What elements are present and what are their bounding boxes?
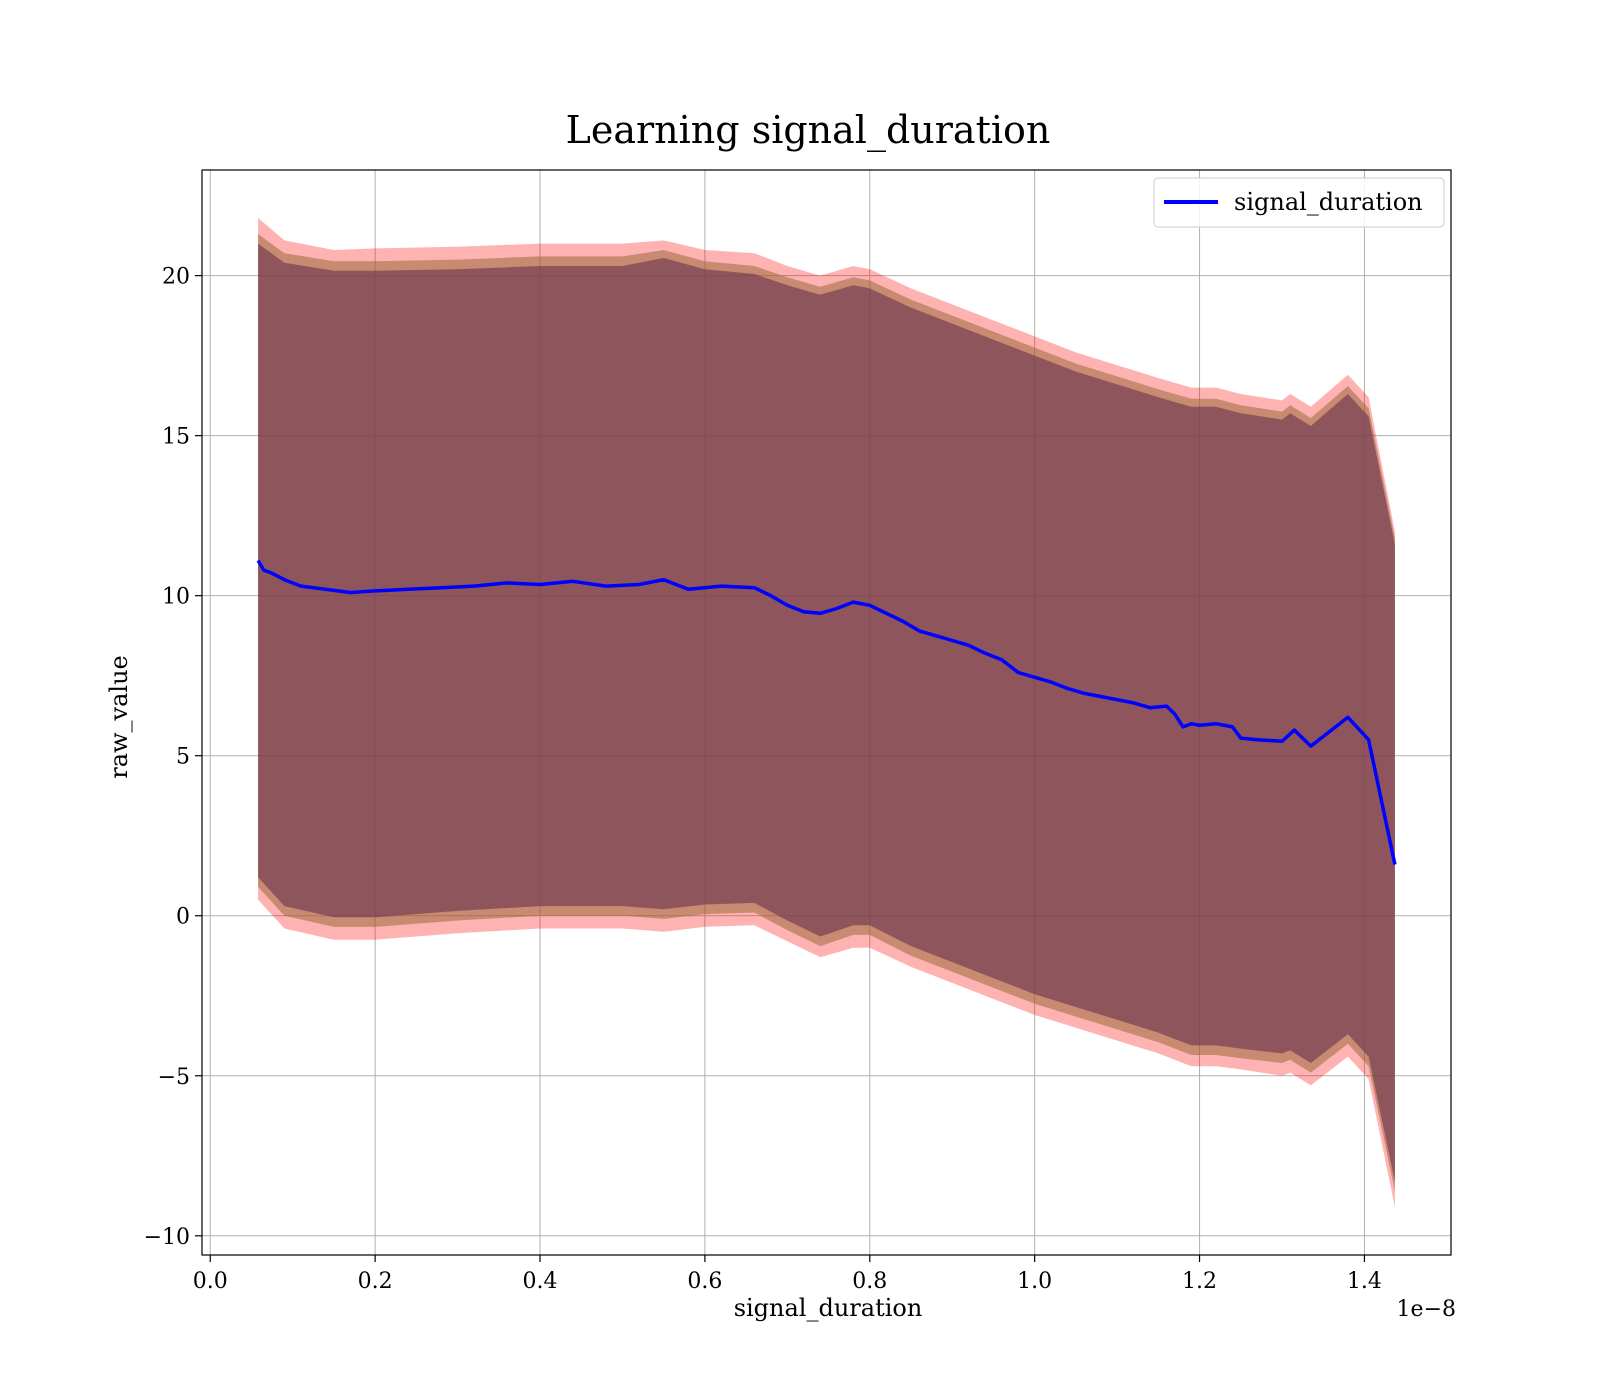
- x-tick-label: 0.4: [523, 1269, 558, 1294]
- x-axis-label: signal_duration: [734, 1294, 923, 1322]
- x-tick-label: 0.0: [193, 1269, 228, 1294]
- y-tick-label: 15: [162, 425, 190, 450]
- y-tick-label: 20: [162, 265, 190, 290]
- y-axis-label: raw_value: [105, 655, 133, 779]
- x-tick-label: 0.2: [358, 1269, 393, 1294]
- x-axis-ticks: 0.0 0.2 0.4 0.6 0.8 1.0 1.2 1.4: [193, 1255, 1382, 1294]
- y-tick-label: 0: [176, 905, 190, 930]
- confidence-band-3: [258, 243, 1395, 1182]
- confidence-bands: [258, 218, 1395, 1207]
- x-tick-label: 0.8: [852, 1269, 887, 1294]
- legend: signal_duration: [1153, 177, 1445, 228]
- x-axis-offset-label: 1e−8: [1397, 1297, 1456, 1322]
- y-tick-label: 10: [162, 585, 190, 610]
- x-tick-label: 1.2: [1182, 1269, 1217, 1294]
- y-tick-label: −5: [158, 1065, 190, 1090]
- x-tick-label: 0.6: [687, 1269, 722, 1294]
- y-tick-label: −10: [144, 1225, 190, 1250]
- chart-title: Learning signal_duration: [566, 108, 1051, 153]
- y-axis-ticks: −10 −5 0 5 10 15 20: [144, 265, 202, 1250]
- legend-entry: signal_duration: [1234, 188, 1423, 216]
- series-line-signal_duration: [256, 559, 1397, 865]
- x-tick-label: 1.4: [1347, 1269, 1382, 1294]
- legend-box: [1153, 177, 1445, 228]
- plot-frame: [201, 169, 1452, 1256]
- x-tick-label: 1.0: [1017, 1269, 1052, 1294]
- y-tick-label: 5: [176, 745, 190, 770]
- series-lines: [256, 559, 1397, 865]
